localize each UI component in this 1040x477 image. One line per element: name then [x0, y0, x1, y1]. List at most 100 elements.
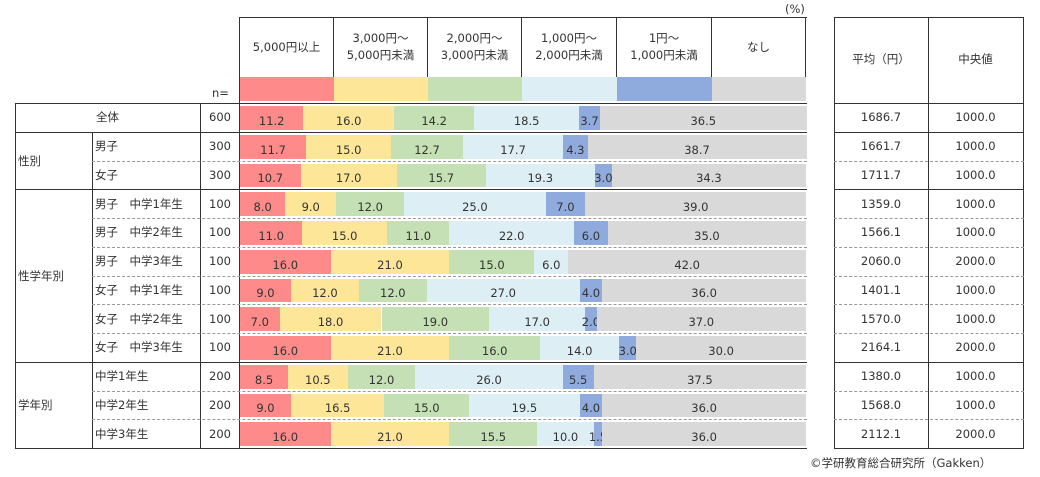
legend-swatch-1 — [334, 77, 428, 101]
row-label: 男子 中学3年生 — [95, 254, 183, 269]
group-divider — [834, 131, 1024, 133]
table-border — [834, 103, 1024, 104]
row-label: 女子 中学3年生 — [95, 340, 183, 355]
bar-segment: 18.0 — [279, 307, 382, 331]
row-n: 200 — [209, 397, 231, 412]
row-mean: 2060.0 — [860, 254, 902, 269]
row-label: 女子 中学2年生 — [95, 311, 183, 326]
row-n: 100 — [209, 282, 231, 297]
table-bottom — [834, 448, 1024, 449]
stats-border — [1023, 17, 1024, 449]
row-divider — [834, 390, 1024, 392]
bar-segment: 16.0 — [240, 249, 331, 274]
bar-segment: 15.0 — [306, 134, 392, 159]
bar-segment: 4.3 — [563, 134, 588, 159]
copyright: ©学研教育総合研究所（Gakken） — [810, 456, 992, 470]
bar-segment: 27.0 — [426, 278, 580, 303]
bar-segment: 21.0 — [330, 336, 450, 360]
legend-header-0: 5,000円以上 — [240, 17, 334, 77]
row-n: 100 — [209, 254, 231, 269]
bar-segment: 25.0 — [404, 192, 546, 216]
row-label: 中学3年生 — [95, 426, 149, 441]
row-mean: 1570.0 — [860, 311, 902, 326]
row-mean: 1711.7 — [860, 167, 902, 182]
bar-segment: 15.0 — [384, 393, 470, 418]
bar-segment: 3.7 — [579, 106, 600, 130]
table-border — [15, 103, 16, 448]
legend-swatch-2 — [428, 77, 522, 101]
n-label: n= — [212, 85, 229, 100]
row-n: 200 — [209, 369, 231, 384]
bar-segment: 7.0 — [545, 192, 586, 216]
table-border — [92, 131, 93, 448]
legend-swatch-3 — [522, 77, 617, 101]
legend-header-2: 2,000円～ 3,000円未満 — [428, 17, 522, 77]
row-divider — [834, 333, 1024, 334]
bar-segment: 18.5 — [474, 106, 580, 130]
stats-header-1: 中央値 — [958, 52, 993, 66]
row-mean: 1401.1 — [860, 282, 902, 297]
bar-segment: 11.2 — [240, 106, 304, 130]
row-median: 1000.0 — [955, 369, 996, 384]
bar-segment: 9.0 — [285, 192, 337, 216]
row-median: 2000.0 — [955, 426, 996, 441]
row-n: 100 — [209, 340, 231, 355]
bar-segment: 2.0 — [582, 307, 600, 331]
group-divider — [15, 361, 807, 363]
row-divider — [92, 390, 807, 392]
row-label: 男子 中学2年生 — [95, 225, 183, 240]
group-label: 全体 — [96, 110, 119, 125]
group-divider — [834, 189, 1024, 191]
row-mean: 2164.1 — [860, 340, 902, 355]
stats-border — [834, 17, 835, 449]
bar-segment: 10.5 — [288, 364, 348, 389]
row-n: 100 — [209, 311, 231, 326]
row-median: 1000.0 — [955, 282, 996, 297]
stats-border — [928, 17, 929, 449]
bar-segment: 11.7 — [240, 134, 307, 159]
group-divider — [15, 189, 807, 191]
row-label: 中学1年生 — [95, 369, 149, 384]
row-divider — [92, 333, 807, 334]
row-label: 男子 中学1年生 — [95, 196, 183, 211]
header-top-border — [240, 17, 807, 18]
legend-swatch-0 — [240, 77, 334, 101]
bar-segment: 21.0 — [330, 422, 450, 446]
stats-top-border — [834, 17, 1024, 18]
unit-label: (%) — [785, 1, 805, 16]
row-divider — [834, 246, 1024, 248]
bar-segment: 9.0 — [240, 278, 291, 303]
group-divider — [15, 131, 807, 133]
row-mean: 1566.1 — [860, 225, 902, 240]
bar-segment: 19.0 — [381, 307, 490, 331]
bar-segment: 12.0 — [290, 278, 359, 303]
bar-segment: 42.0 — [568, 249, 806, 274]
bar-segment: 12.0 — [358, 278, 427, 303]
row-divider — [834, 218, 1024, 219]
row-divider — [92, 218, 807, 219]
bar-segment: 7.0 — [240, 307, 280, 331]
legend-header-1: 3,000円～ 5,000円未満 — [334, 17, 428, 77]
bar-segment: 15.0 — [302, 221, 388, 245]
bar-segment: 37.5 — [593, 364, 806, 389]
bar-segment: 21.0 — [330, 249, 450, 274]
bar-segment: 3.0 — [594, 163, 613, 188]
bar-segment: 36.0 — [602, 278, 806, 303]
bar-segment: 12.7 — [391, 134, 463, 159]
legend-swatch-5 — [712, 77, 806, 101]
bar-segment: 16.5 — [290, 393, 385, 418]
row-divider — [834, 304, 1024, 306]
row-n: 100 — [209, 225, 231, 240]
group-divider — [834, 361, 1024, 363]
bar-segment: 17.0 — [489, 307, 586, 331]
bar-segment: 3.0 — [619, 336, 637, 360]
bar-segment: 19.3 — [485, 163, 595, 188]
bar-segment: 10.7 — [240, 163, 301, 188]
row-n: 100 — [209, 196, 231, 211]
bar-segment: 6.0 — [573, 221, 608, 245]
bar-segment: 14.0 — [539, 336, 620, 360]
bar-segment: 34.3 — [611, 163, 806, 188]
bar-segment: 38.7 — [587, 134, 807, 159]
row-divider — [92, 275, 807, 277]
